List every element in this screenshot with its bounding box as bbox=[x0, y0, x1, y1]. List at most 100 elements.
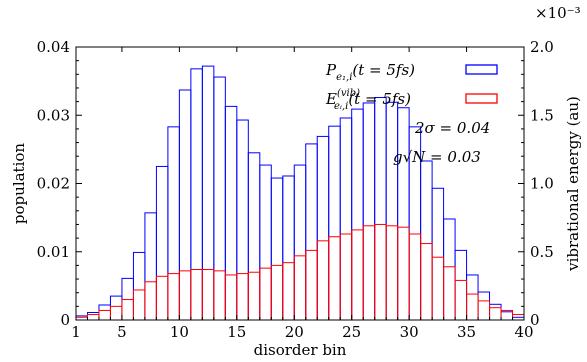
y-tick-label-right: 0 bbox=[530, 311, 540, 329]
x-tick-label: 30 bbox=[400, 323, 419, 341]
bar-population-21 bbox=[305, 143, 318, 321]
bar-population-4 bbox=[109, 295, 123, 321]
bar-population-22 bbox=[316, 135, 330, 321]
bar-population-1 bbox=[75, 315, 88, 321]
bar-population-25 bbox=[351, 108, 364, 321]
bar-population-35 bbox=[466, 274, 479, 321]
bar-population-3 bbox=[98, 304, 111, 321]
y-axis-label-left: population bbox=[10, 143, 28, 224]
bar-population-17 bbox=[259, 164, 272, 321]
bar-energy-2 bbox=[86, 314, 100, 321]
bar-population-8 bbox=[155, 165, 169, 321]
y-tick-label-right: 0.5 bbox=[530, 243, 554, 261]
bar-energy-23 bbox=[328, 236, 341, 321]
bar-population-36 bbox=[477, 291, 491, 321]
bar-population-26 bbox=[362, 102, 376, 321]
bar-energy-34 bbox=[454, 279, 468, 321]
bar-population-15 bbox=[236, 119, 249, 321]
x-tick-label: 20 bbox=[285, 323, 304, 341]
bar-energy-9 bbox=[167, 273, 180, 321]
y-tick-label-left: 0.04 bbox=[37, 38, 70, 56]
bar-energy-30 bbox=[408, 233, 422, 321]
bar-energy-12 bbox=[201, 269, 215, 321]
y-tick-label-left: 0.01 bbox=[37, 243, 70, 261]
bar-population-7 bbox=[144, 212, 157, 321]
annotations: 2σ = 0.04 g√N = 0.03 bbox=[393, 119, 490, 166]
bar-energy-28 bbox=[385, 225, 399, 321]
bar-population-34 bbox=[454, 249, 468, 321]
x-tick-label: 5 bbox=[117, 323, 127, 341]
bar-population-29 bbox=[397, 107, 410, 321]
bars-blue-group bbox=[75, 65, 525, 321]
bar-population-2 bbox=[86, 311, 100, 321]
bar-population-6 bbox=[132, 251, 146, 321]
ticks-group: 1 5 10 15 20 25 30 35 4000.010.020.030.0400.51.0… bbox=[37, 38, 554, 341]
x-tick-label: 15 bbox=[227, 323, 246, 341]
bar-population-23 bbox=[328, 125, 341, 321]
bars-red-group bbox=[75, 223, 525, 321]
bar-population-32 bbox=[431, 187, 445, 321]
annotation-1: 2σ = 0.04 bbox=[414, 119, 490, 137]
bar-energy-32 bbox=[431, 256, 445, 321]
bar-energy-26 bbox=[362, 225, 376, 321]
bar-energy-8 bbox=[155, 275, 169, 321]
bar-population-14 bbox=[224, 105, 238, 321]
bar-population-18 bbox=[270, 177, 284, 321]
bar-energy-6 bbox=[132, 289, 146, 321]
annotation-2: g√N = 0.03 bbox=[393, 148, 481, 166]
bar-population-13 bbox=[213, 76, 226, 321]
bar-energy-3 bbox=[98, 309, 111, 321]
bar-energy-35 bbox=[466, 293, 479, 321]
bar-energy-20 bbox=[293, 255, 307, 321]
bar-population-20 bbox=[293, 164, 307, 321]
x-tick-label: 10 bbox=[170, 323, 189, 341]
y-axis-label-right: vibrational energy (au) bbox=[564, 96, 582, 272]
x-tick-label: 1 bbox=[71, 323, 81, 341]
bar-energy-5 bbox=[121, 299, 134, 321]
bar-energy-14 bbox=[224, 274, 238, 321]
bar-population-16 bbox=[247, 152, 261, 321]
bar-energy-15 bbox=[236, 273, 249, 321]
bar-population-28 bbox=[385, 101, 399, 321]
bar-energy-18 bbox=[270, 264, 284, 321]
legend-entry-1: Pe₁,i(t = 5fs) bbox=[325, 61, 415, 83]
x-tick-label: 35 bbox=[457, 323, 476, 341]
bar-energy-17 bbox=[259, 267, 272, 321]
legend: Pe₁,i(t = 5fs) E(vib) eᵢ,i(t = 5fs) bbox=[325, 61, 498, 112]
legend-entry-2: E(vib) eᵢ,i(t = 5fs) bbox=[325, 88, 411, 112]
y-tick-label-right: 2.0 bbox=[530, 38, 554, 56]
y-tick-label-right: 1.0 bbox=[530, 175, 554, 193]
y-tick-label-left: 0 bbox=[60, 311, 70, 329]
bar-energy-11 bbox=[190, 269, 203, 321]
bar-energy-33 bbox=[443, 266, 456, 321]
bar-population-19 bbox=[282, 175, 295, 321]
bar-energy-7 bbox=[144, 281, 157, 321]
bar-population-12 bbox=[201, 65, 215, 321]
legend-swatch-1 bbox=[465, 64, 498, 75]
y-tick-label-left: 0.02 bbox=[37, 175, 70, 193]
bar-energy-27 bbox=[374, 223, 387, 321]
bar-energy-36 bbox=[477, 300, 491, 321]
bar-population-37 bbox=[489, 303, 502, 321]
bar-energy-31 bbox=[420, 243, 433, 321]
bar-energy-29 bbox=[397, 226, 410, 321]
x-tick-label: 25 bbox=[342, 323, 361, 341]
bar-population-9 bbox=[167, 126, 180, 321]
bar-energy-24 bbox=[339, 233, 353, 321]
bar-energy-13 bbox=[213, 270, 226, 321]
plot-frame bbox=[75, 46, 525, 321]
bar-energy-22 bbox=[316, 240, 330, 321]
x-axis-label: disorder bin bbox=[254, 341, 347, 359]
x-tick-label: 40 bbox=[514, 323, 533, 341]
bar-population-11 bbox=[190, 68, 203, 321]
bar-population-10 bbox=[178, 89, 192, 321]
bar-population-38 bbox=[500, 311, 514, 321]
bar-energy-25 bbox=[351, 229, 364, 321]
bar-energy-10 bbox=[178, 270, 192, 321]
bar-population-24 bbox=[339, 117, 353, 321]
bar-population-27 bbox=[374, 97, 387, 321]
y-tick-label-right: 1.5 bbox=[530, 106, 554, 124]
legend-swatch-2 bbox=[465, 93, 498, 104]
bar-energy-4 bbox=[109, 305, 123, 321]
